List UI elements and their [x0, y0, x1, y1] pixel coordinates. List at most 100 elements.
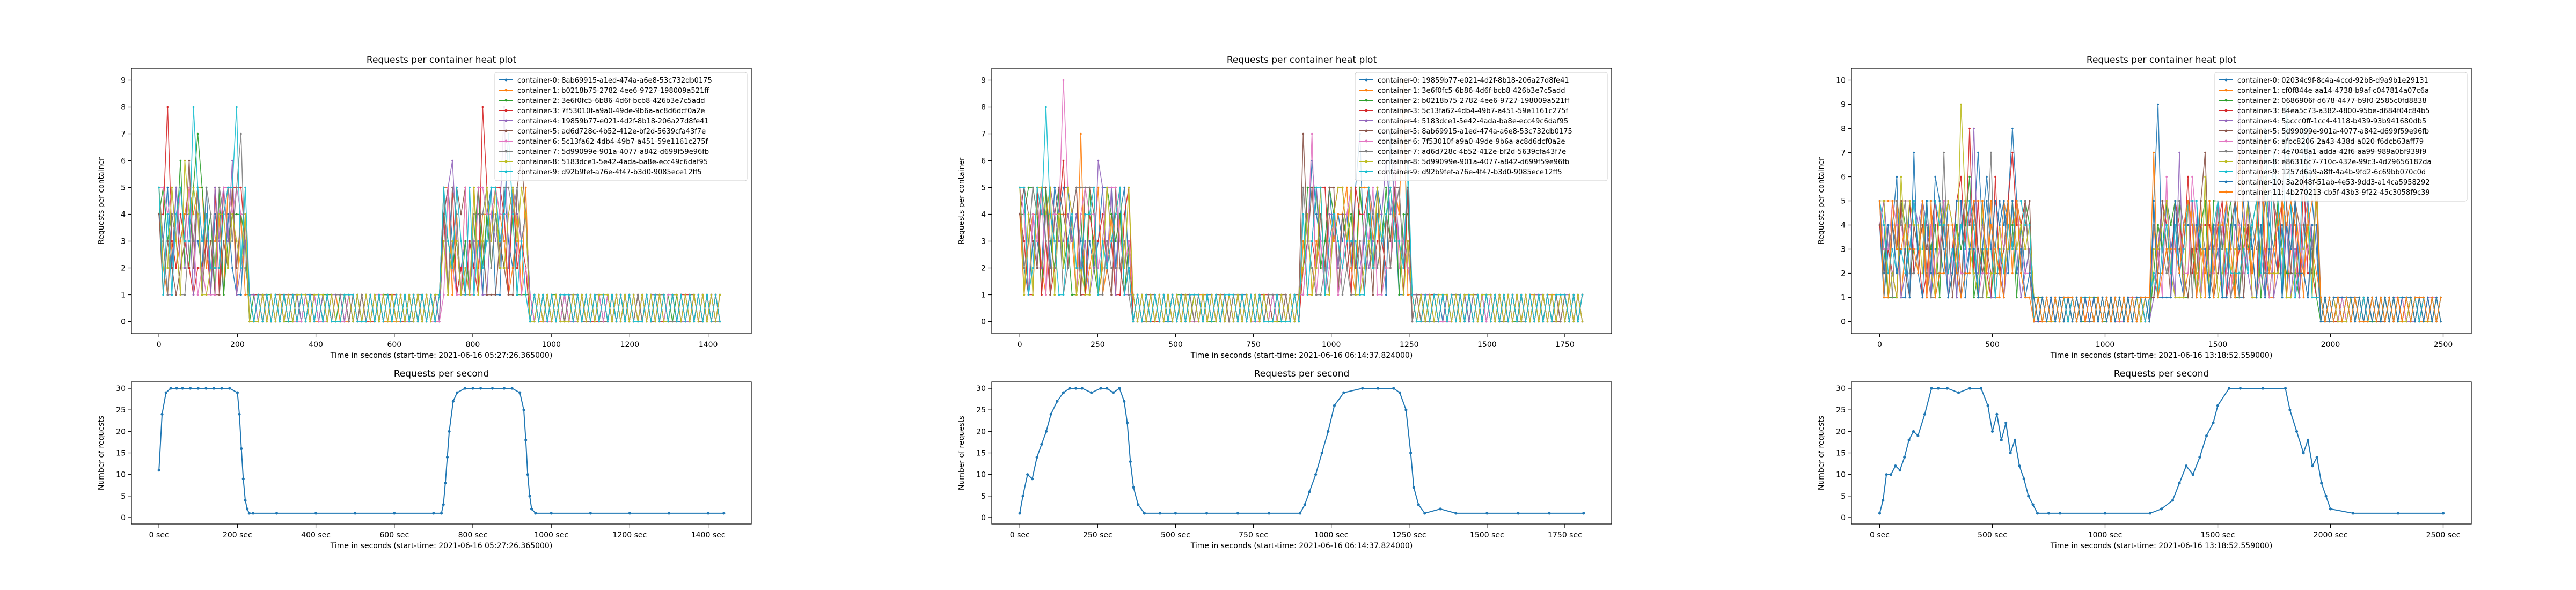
data-point [1960, 103, 1962, 106]
data-point [2384, 320, 2386, 323]
data-point [1062, 159, 1065, 162]
data-point [157, 469, 160, 472]
data-point [1049, 240, 1051, 242]
legend-label: container-4: 5183dce1-5e42-4ada-ba8e-ecc… [1378, 117, 1568, 126]
data-point [2328, 296, 2331, 299]
data-point [1302, 132, 1305, 135]
data-point [2332, 320, 2335, 323]
y-tick-label: 9 [1841, 101, 1846, 109]
legend-label: container-8: 5d99099e-901a-4077-a842-d69… [1378, 158, 1569, 166]
data-point [1968, 272, 1971, 275]
data-point [1311, 293, 1313, 296]
y-tick-label: 7 [981, 130, 986, 139]
data-point [1049, 186, 1051, 189]
data-point [1154, 293, 1156, 296]
data-point [1979, 387, 1983, 390]
data-point [2306, 438, 2310, 442]
data-point [1324, 186, 1326, 189]
data-point [2238, 248, 2241, 250]
data-point [1904, 272, 1907, 275]
legend-marker [2224, 129, 2228, 132]
data-point [568, 293, 570, 296]
data-point [2217, 224, 2219, 226]
data-point [473, 267, 475, 269]
legend-marker [504, 160, 508, 163]
data-point [636, 320, 639, 323]
data-point [2165, 224, 2168, 226]
data-point [1119, 240, 1121, 242]
data-point [1355, 186, 1357, 189]
data-point [1485, 293, 1488, 296]
data-point [1934, 224, 1936, 226]
data-point [1999, 272, 2001, 275]
data-point [1118, 387, 1121, 390]
data-point [1986, 248, 1988, 250]
data-point [611, 320, 613, 323]
data-point [2435, 296, 2438, 299]
data-point [1907, 438, 1911, 442]
data-point [1224, 293, 1226, 296]
data-point [1960, 272, 1962, 275]
data-point [218, 186, 221, 189]
data-point [209, 293, 212, 296]
data-point [524, 267, 527, 269]
data-point [1529, 320, 1531, 323]
data-point [460, 213, 462, 216]
data-point [1123, 240, 1126, 242]
data-point [1960, 224, 1962, 226]
data-point [2062, 296, 2065, 299]
data-point [2118, 296, 2121, 299]
chart-title: Requests per second [2114, 368, 2209, 379]
data-point [628, 320, 631, 323]
data-point [2007, 272, 2009, 275]
data-point [2213, 272, 2215, 275]
data-point [2208, 224, 2211, 226]
data-point [2277, 272, 2279, 275]
data-point [335, 320, 337, 323]
data-point [317, 293, 320, 296]
data-point [589, 320, 592, 323]
data-point [196, 132, 199, 135]
data-point [171, 186, 173, 189]
data-point [240, 267, 242, 269]
data-point [1550, 320, 1553, 323]
data-point [2144, 296, 2147, 299]
data-point [1271, 320, 1274, 323]
data-point [2140, 320, 2142, 323]
data-point [1411, 320, 1414, 323]
data-point [201, 186, 203, 189]
data-point [2204, 296, 2206, 299]
data-point [162, 267, 165, 269]
data-point [2114, 296, 2117, 299]
data-point [2324, 495, 2328, 498]
data-point [1896, 248, 1898, 250]
series-markers [158, 106, 721, 323]
data-point [261, 320, 264, 323]
data-point [1947, 200, 1949, 202]
data-point [1968, 200, 1971, 202]
series-group [1878, 103, 2442, 323]
data-point [1337, 293, 1340, 296]
data-point [231, 267, 233, 269]
data-point [2324, 320, 2326, 323]
data-point [1548, 512, 1551, 515]
data-point [432, 512, 435, 515]
data-point [676, 293, 678, 296]
data-point [2174, 200, 2176, 202]
data-point [1402, 240, 1405, 242]
data-point [1433, 320, 1435, 323]
data-point [2191, 248, 2193, 250]
data-point [1446, 320, 1448, 323]
data-point [1162, 293, 1165, 296]
data-point [1119, 186, 1121, 189]
data-point [2226, 296, 2228, 299]
data-point [1380, 240, 1383, 242]
data-point [1921, 200, 1924, 202]
y-tick-label: 9 [121, 77, 126, 85]
data-point [1350, 293, 1352, 296]
data-point [2020, 272, 2022, 275]
data-point [1023, 293, 1026, 296]
x-axis-label: Time in seconds (start-time: 2021-06-16 … [1190, 542, 1413, 550]
data-point [1158, 293, 1161, 296]
data-point [1376, 186, 1379, 189]
